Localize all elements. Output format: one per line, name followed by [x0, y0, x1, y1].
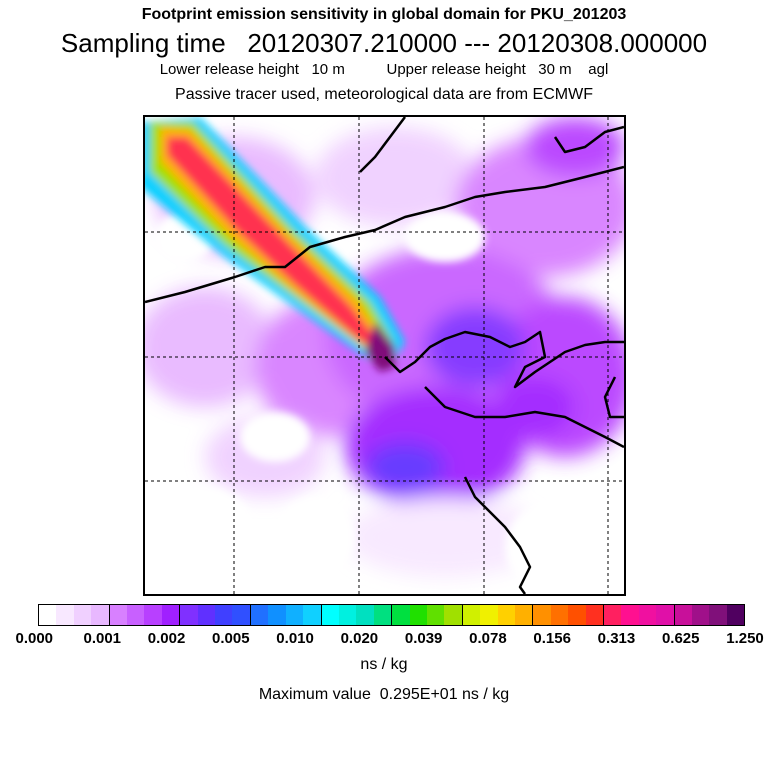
colorbar-tick-label: 0.002: [147, 630, 186, 647]
colorbar-segment: [726, 605, 745, 625]
sampling-time: Sampling time 20120307.210000 --- 201203…: [60, 28, 708, 58]
plume: [145, 117, 405, 372]
colorbar-segment: [73, 605, 92, 625]
colorbar-segment: [320, 605, 339, 625]
colorbar-tick-label: 0.001: [83, 630, 122, 647]
colorbar-tick-label: 0.005: [212, 630, 250, 647]
colorbar-segment: [179, 605, 198, 625]
colorbar: [38, 604, 745, 626]
colorbar-segment: [585, 605, 603, 625]
sensitivity-field: [145, 117, 624, 577]
colorbar-segment: [550, 605, 569, 625]
colorbar-segment: [108, 605, 128, 625]
colorbar-segment: [356, 605, 374, 625]
colorbar-segment: [656, 605, 674, 625]
colorbar-segment: [532, 605, 551, 625]
coastlines: [145, 117, 624, 594]
colorbar-segment: [638, 605, 657, 625]
release-height: Lower release height 10 m Upper release …: [159, 61, 609, 78]
colorbar-segment: [144, 605, 162, 625]
colorbar-segment: [673, 605, 693, 625]
footprint-map: [143, 115, 626, 596]
colorbar-segment: [514, 605, 533, 625]
colorbar-tick-label: 0.156: [533, 630, 571, 647]
colorbar-segment: [56, 605, 74, 625]
colorbar-tick-label: 0.000: [15, 630, 54, 647]
colorbar-segment: [268, 605, 286, 625]
colorbar-segment: [161, 605, 180, 625]
colorbar-segment: [709, 605, 727, 625]
tracer-info: Passive tracer used, meteorological data…: [175, 86, 593, 103]
colorbar-segment: [480, 605, 498, 625]
colorbar-tick-label: 1.250: [726, 630, 764, 647]
colorbar-segment: [197, 605, 216, 625]
colorbar-segment: [39, 605, 57, 625]
colorbar-tick-label: 0.078: [469, 630, 507, 647]
colorbar-segment: [127, 605, 145, 625]
colorbar-segment: [497, 605, 515, 625]
colorbar-segment: [568, 605, 586, 625]
colorbar-tick-label: 0.020: [340, 630, 379, 647]
colorbar-segment: [249, 605, 269, 625]
colorbar-segment: [232, 605, 250, 625]
colorbar-segment: [621, 605, 639, 625]
colorbar-tick-label: 0.039: [404, 630, 443, 647]
colorbar-segment: [338, 605, 357, 625]
colorbar-segment: [391, 605, 410, 625]
colorbar-segment: [426, 605, 445, 625]
colorbar-segment: [461, 605, 481, 625]
colorbar-segment: [215, 605, 233, 625]
map-title: Footprint emission sensitivity in global…: [141, 6, 627, 23]
colorbar-segment: [373, 605, 392, 625]
colorbar-segment: [91, 605, 109, 625]
colorbar-tick-label: 0.010: [276, 630, 314, 647]
white-patches: [155, 212, 624, 594]
colorbar-segment: [303, 605, 321, 625]
colorbar-segment: [285, 605, 304, 625]
max-value-label: Maximum value 0.295E+01 ns / kg: [258, 686, 510, 703]
colorbar-segment: [603, 605, 622, 625]
units-label: ns / kg: [360, 656, 408, 673]
colorbar-tick-label: 0.313: [597, 630, 636, 647]
colorbar-segment: [692, 605, 710, 625]
colorbar-segment: [444, 605, 462, 625]
colorbar-segment: [409, 605, 427, 625]
colorbar-tick-label: 0.625: [661, 630, 700, 647]
